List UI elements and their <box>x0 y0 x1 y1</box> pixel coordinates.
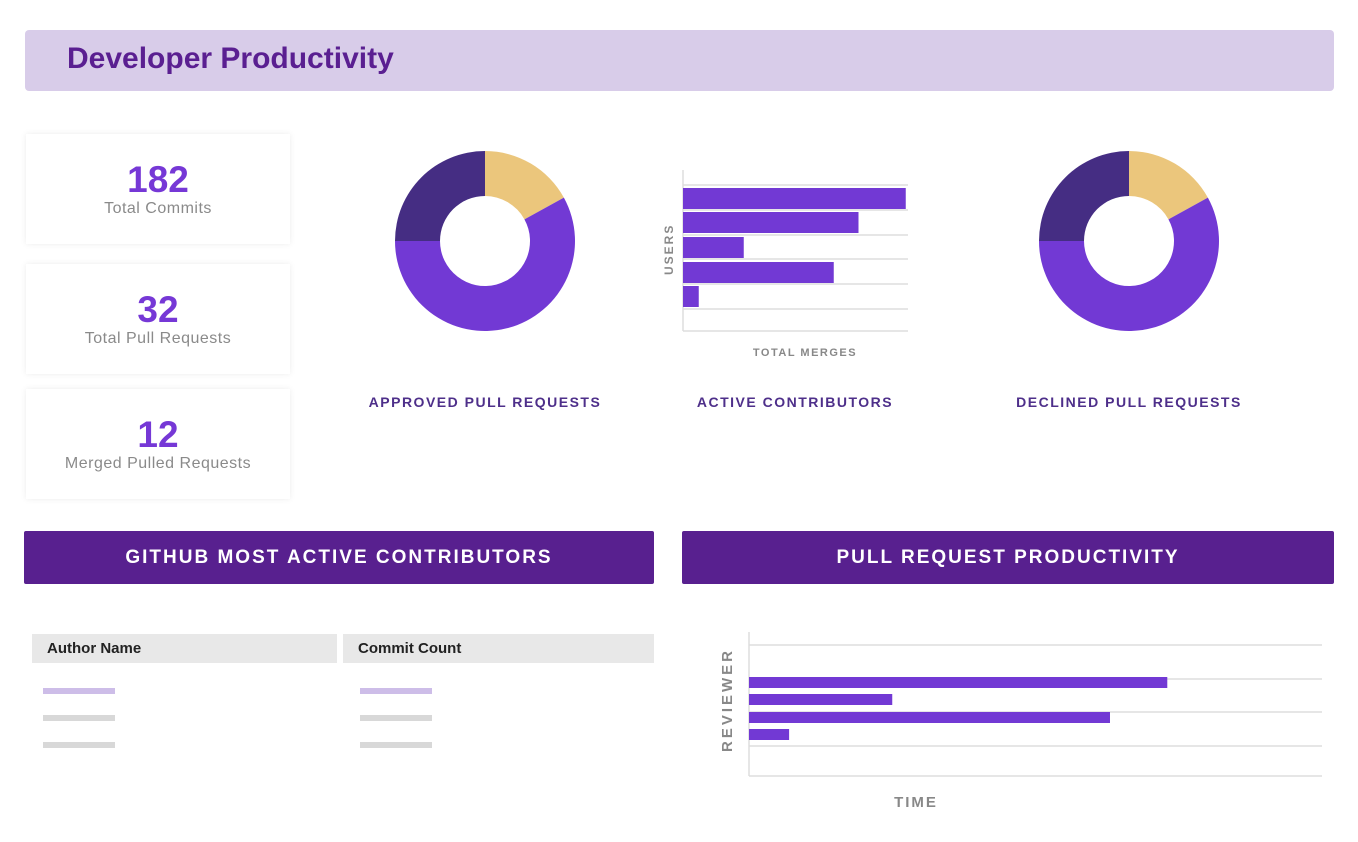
bar <box>683 286 699 307</box>
declined-chart-title: DECLINED PULL REQUESTS <box>1016 394 1242 410</box>
placeholder-row <box>43 742 115 748</box>
stat-card-commits: 182 Total Commits <box>26 134 290 244</box>
stat-value: 182 <box>127 159 189 200</box>
total-merges-axis-label: TOTAL MERGES <box>752 347 858 359</box>
stat-label: Merged Pulled Requests <box>64 455 252 472</box>
placeholder-row <box>360 688 432 694</box>
bar <box>683 262 834 283</box>
contributors-section-header: GITHUB MOST ACTIVE CONTRIBUTORS <box>24 531 654 584</box>
placeholder-row <box>360 742 432 748</box>
active-contributors-bar-chart <box>682 170 908 332</box>
donut-slice <box>485 151 564 220</box>
column-header-author[interactable]: Author Name <box>32 634 337 663</box>
stat-label: Total Commits <box>104 200 212 217</box>
bar <box>749 677 1168 688</box>
donut-slice <box>1039 151 1129 241</box>
bar <box>749 729 790 740</box>
donut-slice <box>395 151 485 241</box>
stat-value: 12 <box>137 414 179 455</box>
page-title: Developer Productivity <box>67 42 394 75</box>
declined-donut-chart <box>1039 151 1219 331</box>
active-contributors-title: ACTIVE CONTRIBUTORS <box>696 394 894 410</box>
time-axis-label: TIME <box>894 794 938 811</box>
approved-donut-chart <box>395 151 575 331</box>
bar <box>683 212 859 233</box>
users-axis-label: USERS <box>662 223 676 275</box>
bar <box>749 694 893 705</box>
donut-slice <box>1039 197 1219 331</box>
bar <box>749 712 1110 723</box>
reviewer-axis-label: REVIEWER <box>719 647 736 752</box>
placeholder-row <box>360 715 432 721</box>
donut-slice <box>1129 151 1208 220</box>
donut-slice <box>395 197 575 331</box>
placeholder-row <box>43 688 115 694</box>
stat-value: 32 <box>137 289 179 330</box>
column-header-commit-count[interactable]: Commit Count <box>343 634 654 663</box>
page-header: Developer Productivity <box>25 30 1334 91</box>
bar <box>683 237 744 258</box>
stat-label: Total Pull Requests <box>84 330 232 347</box>
stat-card-merged: 12 Merged Pulled Requests <box>26 389 290 499</box>
productivity-section-header: PULL REQUEST PRODUCTIVITY <box>682 531 1334 584</box>
bar <box>683 188 906 209</box>
approved-chart-title: APPROVED PULL REQUESTS <box>368 394 602 410</box>
pull-request-productivity-bar-chart <box>748 632 1322 777</box>
placeholder-row <box>43 715 115 721</box>
stat-card-pull-requests: 32 Total Pull Requests <box>26 264 290 374</box>
